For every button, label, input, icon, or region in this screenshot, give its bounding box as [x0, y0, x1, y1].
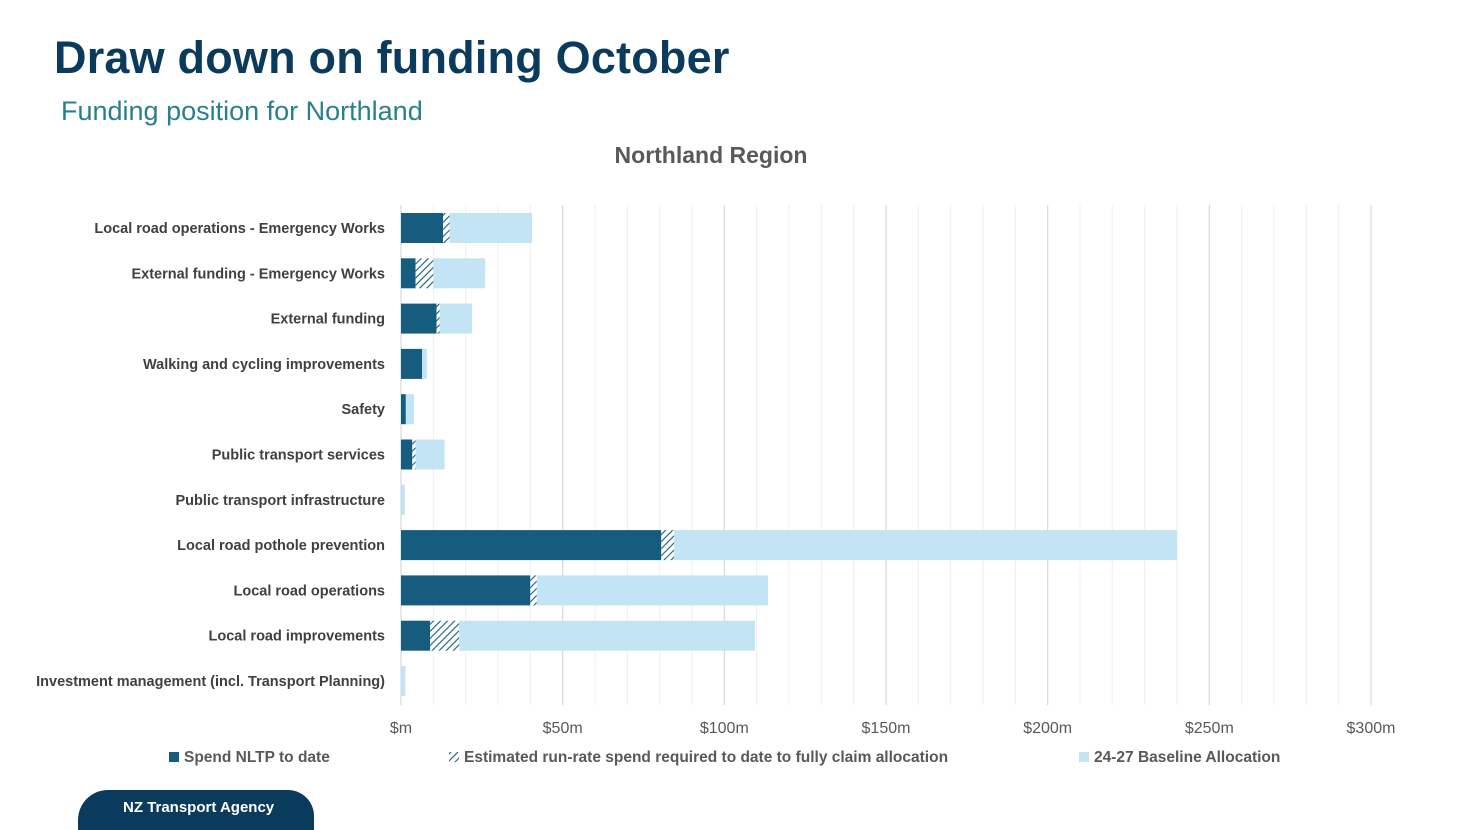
bar-segment-runrate	[430, 620, 460, 651]
bar-segment-baseline	[439, 303, 473, 334]
bar-segment-spend	[401, 348, 423, 379]
x-tick-label: $50m	[543, 720, 583, 737]
x-tick-label: $150m	[862, 720, 911, 737]
category-label: Investment management (incl. Transport P…	[36, 674, 385, 690]
bar-segment-baseline	[433, 258, 486, 289]
category-label: Public transport infrastructure	[176, 493, 385, 509]
bar-segment-baseline	[536, 575, 768, 606]
bar-segment-spend	[401, 213, 444, 243]
footer-label: NZ Transport Agency	[123, 799, 275, 816]
x-tick-label: $300m	[1347, 720, 1396, 737]
x-tick-label: $250m	[1185, 720, 1234, 737]
page-subtitle: Funding position for Northland	[61, 96, 423, 126]
x-tick-label: $m	[390, 720, 412, 737]
category-label: Local road operations	[234, 583, 385, 599]
category-label: Local road pothole prevention	[177, 538, 385, 554]
bar-segment-spend	[401, 620, 431, 651]
category-label: External funding	[271, 312, 385, 328]
legend-label: Estimated run-rate spend required to dat…	[464, 749, 948, 766]
bar-segment-baseline	[401, 484, 405, 515]
legend-swatch	[169, 752, 179, 762]
category-label: Public transport services	[212, 448, 385, 464]
bar-segment-baseline	[674, 530, 1177, 561]
bar-segment-runrate	[661, 530, 675, 561]
category-label: Safety	[341, 402, 385, 418]
x-tick-label: $200m	[1023, 720, 1072, 737]
bar-segment-spend	[401, 575, 531, 606]
bar-segment-spend	[401, 303, 437, 334]
bar-segment-spend	[401, 439, 413, 470]
bar-segment-baseline	[422, 348, 427, 379]
bar-segment-baseline	[449, 213, 532, 243]
x-tick-label: $100m	[700, 720, 749, 737]
page-title: Draw down on funding October	[54, 32, 730, 83]
legend-label: 24-27 Baseline Allocation	[1094, 749, 1280, 766]
legend-swatch	[1079, 752, 1089, 762]
category-label: External funding - Emergency Works	[131, 266, 385, 282]
bar-segment-baseline	[415, 439, 445, 470]
bar-segment-runrate	[436, 303, 440, 334]
bar-segment-runrate	[443, 213, 450, 243]
category-label: Local road improvements	[209, 629, 385, 645]
bar-segment-runrate	[415, 258, 434, 289]
bar-segment-runrate	[412, 439, 416, 470]
legend-swatch	[449, 752, 459, 762]
legend-label: Spend NLTP to date	[184, 749, 330, 766]
category-label: Local road operations - Emergency Works	[94, 221, 385, 237]
chart-title: Northland Region	[615, 142, 808, 168]
bar-segment-baseline	[459, 620, 756, 651]
bar-segment-baseline	[401, 666, 406, 696]
bar-segment-baseline	[405, 394, 414, 425]
bar-segment-spend	[401, 258, 416, 289]
category-label: Walking and cycling improvements	[143, 357, 385, 373]
bar-segment-spend	[401, 394, 406, 425]
bar-segment-runrate	[530, 575, 537, 606]
bar-segment-spend	[401, 530, 662, 561]
